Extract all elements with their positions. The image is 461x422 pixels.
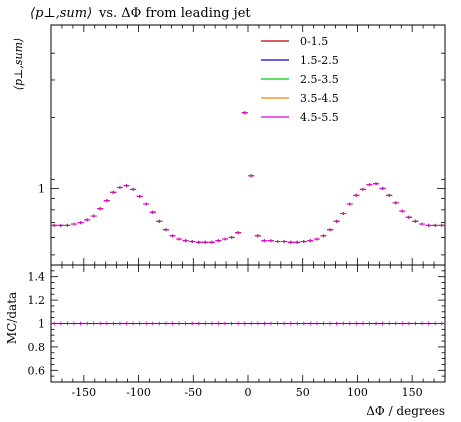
main-axis-ticks	[50, 25, 446, 265]
ratio-y-axis-label: MC/data	[5, 292, 19, 344]
legend-label-0-1.5: 0-1.5	[300, 35, 328, 48]
ratio-y-tick-labels: 0.6 0.8 1 1.2 1.4	[28, 271, 46, 378]
x-tick-label: -150	[71, 386, 96, 399]
x-tick-label: -50	[184, 386, 202, 399]
legend-label-1.5-2.5: 1.5-2.5	[300, 54, 339, 67]
x-tick-label: 50	[296, 386, 310, 399]
chart-title: ⟨p⊥,sum⟩ vs. ΔΦ from leading jet	[30, 6, 251, 21]
main-data-points	[51, 111, 445, 244]
x-tick-label: 150	[402, 386, 423, 399]
main-plot-frame	[50, 24, 446, 266]
y-tick-label-ratio: 1	[38, 318, 45, 331]
x-axis-label: ΔΦ / degrees	[366, 404, 445, 418]
title-math: ⟨p⊥,sum⟩	[30, 6, 92, 21]
legend-label-2.5-3.5: 2.5-3.5	[300, 73, 339, 86]
y-tick-label-main: 1	[38, 182, 45, 195]
legend: 0-1.5 1.5-2.5 2.5-3.5 3.5-4.5 4.5-5.5	[261, 35, 339, 124]
y-tick-label-ratio: 0.8	[28, 341, 46, 354]
y-tick-label-ratio: 1.2	[28, 294, 46, 307]
main-y-axis-label: ⟨p⊥,sum⟩	[12, 38, 25, 91]
main-y-tick-labels: 1	[38, 182, 45, 195]
y-tick-label-ratio: 1.4	[28, 271, 46, 284]
x-tick-label: 0	[245, 386, 252, 399]
x-tick-label: -100	[126, 386, 151, 399]
ratio-axis-ticks	[50, 264, 446, 383]
x-tick-labels: -150 -100 -50 0 50 100 150	[71, 386, 422, 399]
y-tick-label-ratio: 0.6	[28, 364, 46, 377]
x-tick-label: 100	[347, 386, 368, 399]
legend-label-4.5-5.5: 4.5-5.5	[300, 111, 339, 124]
title-text: vs. ΔΦ from leading jet	[98, 6, 251, 21]
legend-label-3.5-4.5: 3.5-4.5	[300, 92, 339, 105]
ratio-data-points	[51, 321, 445, 326]
